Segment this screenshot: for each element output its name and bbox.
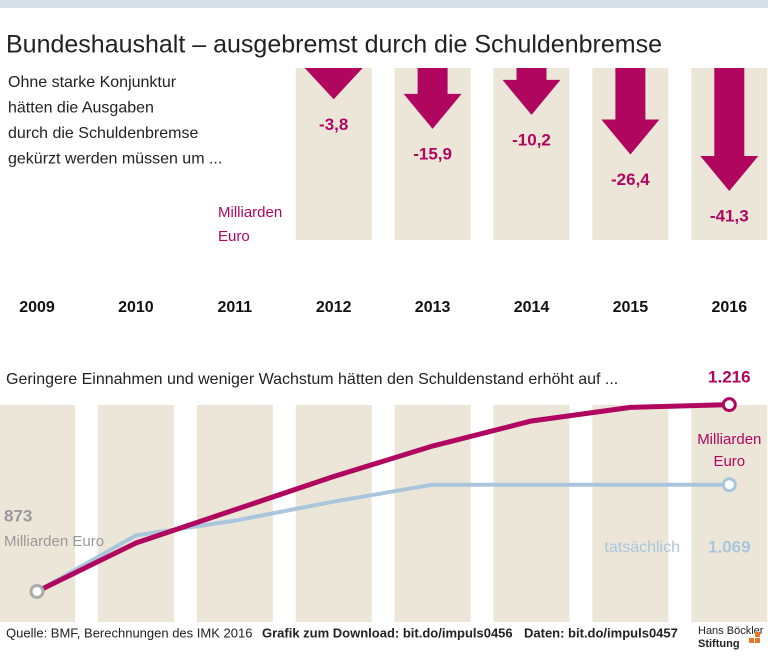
top-band xyxy=(0,0,768,8)
year-label: 2011 xyxy=(217,299,252,316)
subtitle: Geringere Einnahmen und weniger Wachstum… xyxy=(6,371,618,388)
subtitle-line: gekürzt werden müssen um ... xyxy=(8,151,222,168)
logo-line: Hans Böckler xyxy=(698,625,764,637)
end-point xyxy=(721,477,737,493)
value-label: -26,4 xyxy=(611,170,650,189)
column xyxy=(592,405,669,622)
annotation: Milliarden Euro xyxy=(4,533,104,550)
unit-label: Milliarden xyxy=(218,204,282,221)
logo-mark xyxy=(749,638,754,643)
arrow xyxy=(601,68,660,155)
legend-label: tatsächlich xyxy=(604,539,680,556)
arrow xyxy=(403,68,462,129)
subtitle-line: durch die Schuldenbremse xyxy=(8,125,198,142)
data-link: Daten: bit.do/impuls0457 xyxy=(524,625,678,640)
year-label: 2012 xyxy=(316,299,352,316)
logo-line: Stiftung xyxy=(698,638,740,650)
subtitle-line: hätten die Ausgaben xyxy=(8,100,154,117)
value-label: 1.069 xyxy=(708,537,751,556)
arrow xyxy=(304,68,363,100)
annotation: Euro xyxy=(713,453,745,470)
value-label: -15,9 xyxy=(413,144,452,163)
year-label: 2013 xyxy=(415,299,451,316)
year-label: 2009 xyxy=(19,299,55,316)
value-label: 873 xyxy=(4,506,32,525)
arrow xyxy=(700,68,759,191)
year-label: 2014 xyxy=(514,299,550,316)
column xyxy=(493,405,570,622)
start-point xyxy=(29,583,45,599)
year-label: 2016 xyxy=(712,299,748,316)
subtitle-line: Ohne starke Konjunktur xyxy=(8,74,177,91)
series-line xyxy=(35,402,730,594)
column xyxy=(97,405,174,622)
annotation: Milliarden xyxy=(697,431,761,448)
column xyxy=(295,405,372,622)
logo-mark xyxy=(755,638,760,643)
column xyxy=(691,405,768,622)
title: Bundeshaushalt – ausgebremst durch die S… xyxy=(6,31,662,59)
arrow xyxy=(502,68,561,115)
value-label: 1.216 xyxy=(708,367,751,386)
end-point xyxy=(721,397,737,413)
value-label: -3,8 xyxy=(319,115,348,134)
download: Grafik zum Download: bit.do/impuls0456 xyxy=(262,625,513,640)
series-line xyxy=(36,482,730,594)
year-label: 2015 xyxy=(613,299,649,316)
column xyxy=(196,405,273,622)
value-label: -41,3 xyxy=(710,206,749,225)
year-label: 2010 xyxy=(118,299,154,316)
unit-label: Euro xyxy=(218,228,250,245)
source: Quelle: BMF, Berechnungen des IMK 2016 xyxy=(6,625,252,640)
logo-mark xyxy=(755,632,760,637)
value-label: -10,2 xyxy=(512,130,551,149)
